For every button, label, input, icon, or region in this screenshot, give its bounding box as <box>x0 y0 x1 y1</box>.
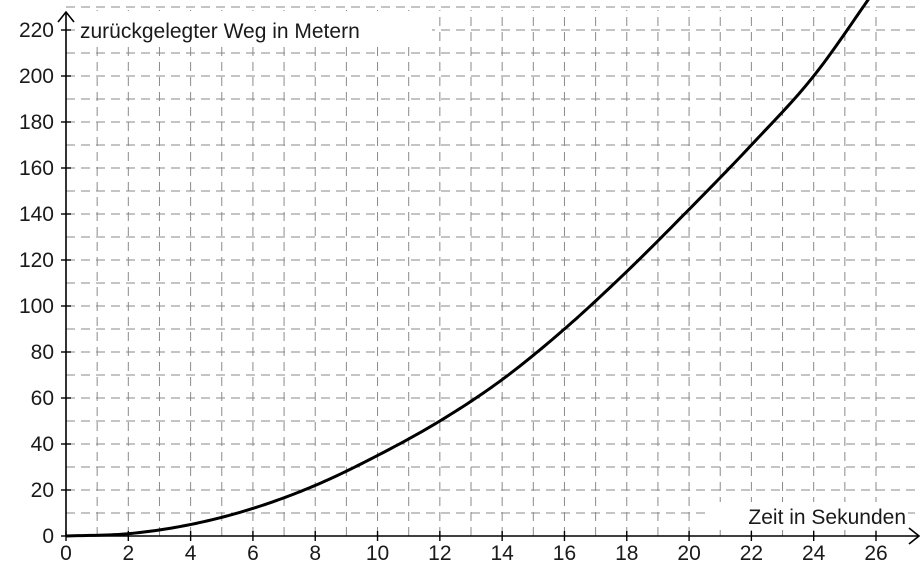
x-tick-label: 26 <box>864 542 887 564</box>
y-tick-label: 40 <box>31 433 54 456</box>
distance-curve <box>65 0 870 538</box>
y-axis-label: zurückgelegter Weg in Metern <box>80 20 360 43</box>
x-tick-label: 10 <box>366 542 389 564</box>
x-tick-label: 4 <box>185 542 197 564</box>
grid <box>66 6 918 536</box>
y-tick-label: 80 <box>31 341 54 364</box>
y-tick-labels: 0 20 40 60 80 100 120 140 160 180 200 220 <box>19 19 54 548</box>
y-tick-label: 20 <box>31 479 54 502</box>
y-tick-label: 180 <box>19 111 54 134</box>
x-tick-label: 8 <box>309 542 321 564</box>
ticks <box>61 29 877 541</box>
y-tick-label: 140 <box>19 203 54 226</box>
y-tick-label: 0 <box>42 525 54 548</box>
y-tick-label: 60 <box>31 387 54 410</box>
x-axis-label: Zeit in Sekunden <box>748 506 906 529</box>
y-tick-label: 200 <box>19 65 54 88</box>
x-tick-label: 18 <box>615 542 638 564</box>
x-tick-label: 2 <box>122 542 134 564</box>
x-tick-label: 12 <box>428 542 451 564</box>
x-axis-label-backdrop <box>708 502 908 530</box>
y-tick-label: 100 <box>19 295 54 318</box>
y-tick-label: 160 <box>19 157 54 180</box>
y-tick-label: 120 <box>19 249 54 272</box>
x-tick-label: 0 <box>60 542 72 564</box>
x-axis-arrow <box>908 527 921 545</box>
y-axis-label-backdrop <box>76 16 432 44</box>
axes <box>57 10 921 545</box>
x-tick-labels: 0 2 4 6 8 10 12 14 16 18 20 22 24 26 <box>60 542 888 564</box>
x-tick-label: 24 <box>802 542 826 564</box>
x-tick-label: 16 <box>553 542 576 564</box>
x-tick-label: 14 <box>490 542 514 564</box>
y-tick-label: 220 <box>19 19 54 42</box>
x-tick-label: 20 <box>677 542 700 564</box>
y-axis-arrow <box>57 10 75 23</box>
x-tick-label: 6 <box>247 542 259 564</box>
x-tick-label: 22 <box>740 542 763 564</box>
